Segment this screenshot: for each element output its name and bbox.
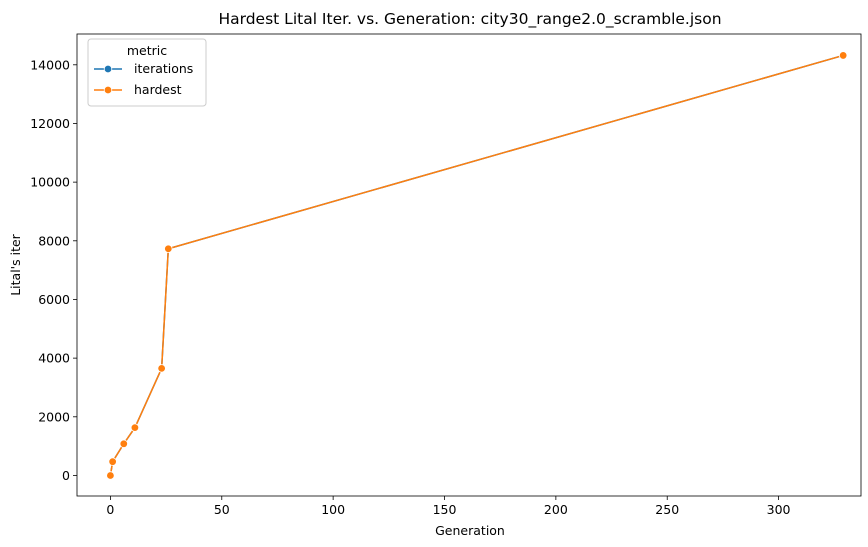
legend-marker-hardest	[103, 85, 113, 95]
plot-area	[76, 33, 862, 497]
legend-label-hardest: hardest	[134, 82, 182, 97]
x-tick-label: 150	[433, 502, 457, 517]
data-point-hardest	[164, 244, 173, 253]
data-point-hardest	[106, 471, 115, 480]
x-axis-label: Generation	[435, 523, 505, 538]
data-point-hardest	[108, 457, 117, 466]
series-layer	[106, 51, 848, 480]
x-tick-label: 100	[321, 502, 345, 517]
x-tick-label: 0	[106, 502, 114, 517]
y-tick-label: 2000	[38, 409, 70, 424]
data-point-hardest	[157, 364, 166, 373]
legend-label-iterations: iterations	[134, 61, 193, 76]
x-tick-label: 300	[767, 502, 791, 517]
series-line-iterations	[109, 54, 844, 476]
data-point-hardest	[838, 51, 848, 60]
legend-title: metric	[127, 43, 167, 58]
chart-title: Hardest Lital Iter. vs. Generation: city…	[218, 10, 721, 29]
y-tick-label: 14000	[30, 57, 70, 72]
x-axis: 0 50 100 150 200 250 300	[106, 496, 791, 517]
x-tick-label: 50	[214, 502, 230, 517]
y-axis: 0 2000 4000 6000 8000 10000 12000 14000	[30, 57, 77, 483]
x-tick-label: 250	[655, 502, 679, 517]
y-axis-label: Lital's iter	[8, 233, 23, 295]
y-tick-label: 10000	[30, 175, 70, 190]
y-tick-label: 4000	[38, 351, 70, 366]
x-tick-label: 200	[544, 502, 568, 517]
y-tick-label: 6000	[38, 292, 70, 307]
y-tick-label: 8000	[38, 233, 70, 248]
data-point-hardest	[130, 423, 140, 432]
legend: metric iterations hardest	[87, 38, 207, 107]
y-tick-label: 12000	[30, 116, 70, 131]
series-line-hardest	[109, 54, 844, 476]
y-tick-label: 0	[62, 468, 70, 483]
data-point-hardest	[119, 439, 128, 448]
legend-marker-iterations	[103, 64, 113, 74]
